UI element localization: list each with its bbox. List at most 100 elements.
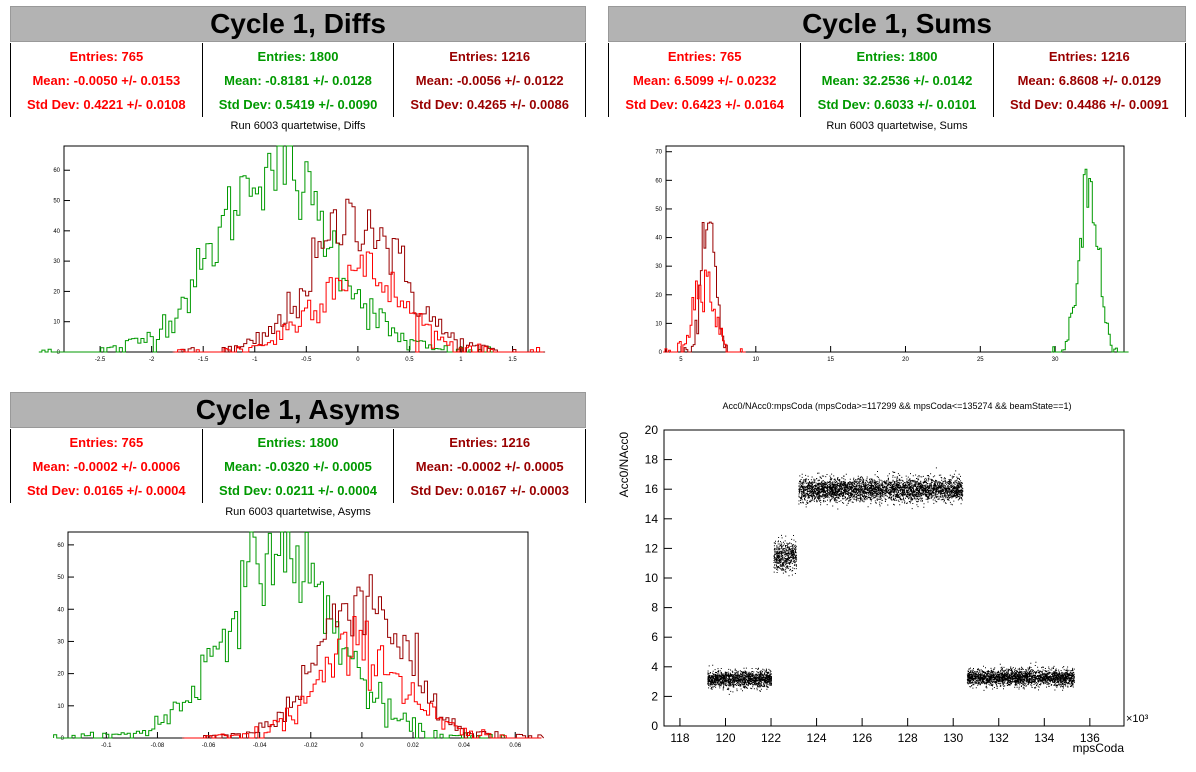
- histogram-series-2: [184, 616, 542, 739]
- x-tick-label: -2.5: [95, 357, 106, 363]
- x-tick-label: 122: [761, 731, 781, 745]
- histogram-series-1: [182, 574, 545, 739]
- y-tick-label: 2: [651, 689, 658, 703]
- scatter-cluster-1: [773, 534, 798, 577]
- x-tick-label: 118: [670, 731, 689, 745]
- asyms-stats-box: Entries: 765 Mean: -0.0002 +/- 0.0006 St…: [10, 429, 586, 503]
- stat-entries: Entries: 765: [69, 49, 144, 64]
- stat-mean: Mean: -0.0002 +/- 0.0006: [32, 459, 181, 474]
- y-tick-label: 20: [655, 293, 662, 299]
- scatter-points: [798, 467, 964, 510]
- scatter-cluster-2: [798, 467, 964, 510]
- sums-panel: Cycle 1, Sums Entries: 765 Mean: 6.5099 …: [598, 0, 1196, 386]
- x-tick-label: -0.08: [151, 743, 165, 749]
- sums-subtitle: Run 6003 quartetwise, Sums: [826, 120, 968, 132]
- x-tick-label: 1.5: [508, 357, 517, 363]
- scatter-title: Acc0/NAcc0:mpsCoda (mpsCoda>=117299 && m…: [722, 401, 1072, 411]
- diffs-stat-darkred: Entries: 1216 Mean: -0.0056 +/- 0.0122 S…: [394, 43, 585, 117]
- x-tick-label: -0.02: [304, 743, 318, 749]
- stat-entries: Entries: 765: [69, 435, 144, 450]
- y-tick-label: 50: [53, 199, 60, 205]
- diffs-stats-box: Entries: 765 Mean: -0.0050 +/- 0.0153 St…: [10, 43, 586, 117]
- y-tick-label: 40: [655, 236, 662, 242]
- stat-entries: Entries: 1800: [257, 49, 339, 64]
- y-tick-label: 16: [645, 482, 659, 496]
- histogram-series-0: [1051, 168, 1129, 353]
- x-axis-label: mpsCoda: [1073, 741, 1125, 755]
- y-tick-label: 0: [651, 719, 658, 733]
- y-tick-label: 20: [645, 423, 659, 437]
- x-tick-label: 128: [898, 731, 918, 745]
- y-tick-label: 4: [651, 660, 658, 674]
- stat-mean: Mean: -0.0050 +/- 0.0153: [32, 73, 181, 88]
- y-tick-label: 0: [61, 736, 65, 742]
- sums-stat-red: Entries: 765 Mean: 6.5099 +/- 0.0232 Std…: [609, 43, 802, 117]
- y-tick-label: 0: [659, 350, 663, 356]
- stat-mean: Mean: 32.2536 +/- 0.0142: [821, 73, 973, 88]
- histogram-series-0: [53, 531, 510, 739]
- y-tick-label: 20: [57, 672, 64, 678]
- x-tick-label: 0.5: [405, 357, 414, 363]
- y-tick-label: 8: [651, 601, 658, 615]
- y-tick-label: 10: [655, 321, 662, 327]
- x-tick-label: -1.5: [198, 357, 209, 363]
- x-tick-label: 10: [752, 357, 759, 363]
- x-tick-label: 124: [807, 731, 827, 745]
- histogram-series-0: [38, 145, 512, 353]
- x-tick-label: 134: [1034, 731, 1054, 745]
- x-tick-label: -1: [252, 357, 258, 363]
- y-tick-label: 40: [57, 607, 64, 613]
- scatter-plot: 0 2 4 6 8 10 12 14 16 18 20 118 120 122 124 126 128 130 13…: [617, 423, 1149, 755]
- stat-std: Std Dev: 0.0165 +/- 0.0004: [27, 483, 186, 498]
- x-tick-label: -0.04: [253, 743, 267, 749]
- y-tick-label: 60: [53, 168, 60, 174]
- stat-std: Std Dev: 0.4486 +/- 0.0091: [1010, 97, 1169, 112]
- stat-entries: Entries: 1216: [1048, 49, 1130, 64]
- stat-entries: Entries: 1800: [856, 49, 938, 64]
- y-tick-label: 6: [651, 630, 658, 644]
- stat-std: Std Dev: 0.0167 +/- 0.0003: [410, 483, 569, 498]
- stat-mean: Mean: -0.0320 +/- 0.0005: [224, 459, 372, 474]
- diffs-stat-green: Entries: 1800 Mean: -0.8181 +/- 0.0128 S…: [203, 43, 395, 117]
- y-tick-label: 12: [645, 541, 659, 555]
- sums-title: Cycle 1, Sums: [608, 6, 1186, 42]
- x-tick-label: 0.02: [407, 743, 419, 749]
- x-tick-label: 0: [360, 743, 364, 749]
- diffs-title: Cycle 1, Diffs: [10, 6, 586, 42]
- x-tick-label: 130: [943, 731, 963, 745]
- y-tick-label: 50: [655, 207, 662, 213]
- stat-std: Std Dev: 0.0211 +/- 0.0004: [219, 483, 377, 498]
- y-tick-label: 0: [57, 350, 61, 356]
- y-tick-label: 60: [655, 178, 662, 184]
- stat-mean: Mean: -0.8181 +/- 0.0128: [224, 73, 372, 88]
- stat-mean: Mean: 6.5099 +/- 0.0232: [632, 73, 777, 88]
- x-tick-label: 120: [715, 731, 735, 745]
- plot-frame: [67, 531, 529, 739]
- y-tick-label: 14: [645, 512, 659, 526]
- scatter-cluster-0: [707, 664, 772, 695]
- y-tick-label: 30: [57, 639, 64, 645]
- y-tick-label: 30: [53, 259, 60, 265]
- asyms-stat-green: Entries: 1800 Mean: -0.0320 +/- 0.0005 S…: [203, 429, 395, 503]
- scatter-cluster-3: [966, 661, 1075, 691]
- y-tick-label: 60: [57, 543, 64, 549]
- y-tick-label: 10: [53, 320, 60, 326]
- x-tick-label: 25: [977, 357, 984, 363]
- diffs-subtitle: Run 6003 quartetwise, Diffs: [230, 120, 366, 132]
- stat-entries: Entries: 1216: [449, 435, 531, 450]
- histogram-series-1: [172, 198, 546, 353]
- asyms-title: Cycle 1, Asyms: [10, 392, 586, 428]
- y-tick-label: 10: [645, 571, 659, 585]
- asyms-histogram: 0 10 20 30 40 50 60 -0.1 -0.08 -0.06 -0.04 -0.02 0 0.…: [53, 531, 545, 749]
- asyms-stat-darkred: Entries: 1216 Mean: -0.0002 +/- 0.0005 S…: [394, 429, 585, 503]
- y-tick-label: 70: [655, 150, 662, 156]
- scatter-points: [966, 661, 1075, 691]
- y-tick-label: 10: [57, 704, 64, 710]
- stat-entries: Entries: 765: [667, 49, 742, 64]
- diffs-stat-red: Entries: 765 Mean: -0.0050 +/- 0.0153 St…: [11, 43, 203, 117]
- x-tick-label: 0: [356, 357, 360, 363]
- histogram-series-2: [663, 269, 746, 353]
- x-tick-label: -0.5: [301, 357, 312, 363]
- x-tick-label: -0.1: [101, 743, 112, 749]
- y-tick-label: 40: [53, 229, 60, 235]
